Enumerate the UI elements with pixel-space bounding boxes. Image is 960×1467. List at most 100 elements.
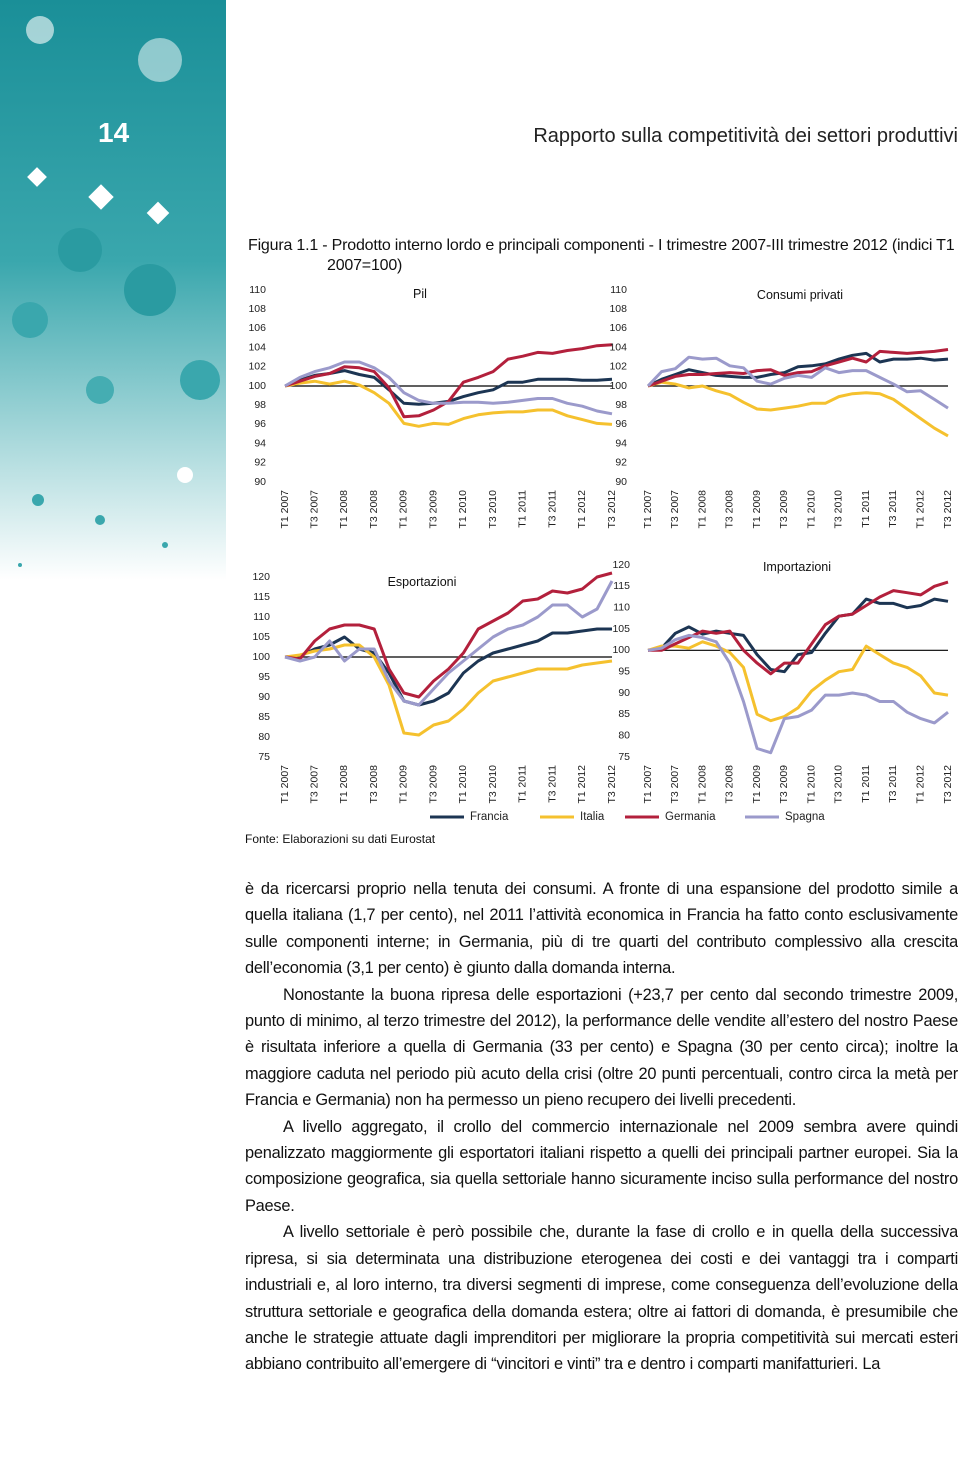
figure-caption: Figura 1.1 - Prodotto interno lordo e pr…: [248, 237, 955, 274]
x-tick-label: T1 2010: [457, 765, 469, 804]
x-tick-label: T1 2011: [517, 765, 529, 803]
x-tick-label: T1 2011: [517, 490, 529, 528]
x-tick-label: T3 2009: [427, 490, 439, 529]
x-tick-label: T1 2007: [642, 765, 654, 804]
y-tick-label: 102: [248, 361, 266, 373]
y-tick-label: 105: [252, 631, 270, 643]
page-number: 14: [98, 117, 130, 148]
x-tick-label: T1 2010: [457, 490, 469, 529]
y-tick-label: 108: [609, 303, 627, 315]
x-tick-label: T3 2007: [309, 490, 321, 529]
y-tick-label: 106: [248, 322, 266, 334]
series-line: [647, 633, 949, 755]
x-tick-label: T1 2010: [805, 765, 817, 804]
y-tick-label: 120: [252, 571, 270, 583]
y-tick-label: 80: [258, 731, 270, 743]
chart-title: Importazioni: [763, 560, 831, 574]
y-tick-label: 108: [248, 303, 266, 315]
y-tick-label: 75: [258, 751, 270, 763]
x-tick-label: T3 2009: [427, 765, 439, 804]
x-tick-label: T3 2011: [887, 490, 899, 528]
x-tick-label: T1 2012: [915, 765, 927, 804]
y-tick-label: 94: [254, 437, 266, 449]
running-title: Rapporto sulla competitività dei settori…: [533, 125, 958, 147]
y-tick-label: 90: [615, 476, 627, 488]
x-tick-label: T1 2008: [696, 490, 708, 529]
series-line: [284, 379, 613, 428]
y-tick-label: 104: [609, 341, 627, 353]
y-tick-label: 95: [258, 671, 270, 683]
x-tick-label: T1 2008: [696, 765, 708, 804]
y-tick-label: 98: [615, 399, 627, 411]
chart: Consumi privati 90 92 94 96 98 100 102 104 106 108…: [609, 284, 953, 529]
figure-source: Fonte: Elaborazioni su dati Eurostat: [245, 832, 436, 846]
y-tick-label: 115: [253, 591, 270, 603]
y-tick-label: 110: [253, 611, 270, 623]
series-line: [284, 627, 612, 707]
x-tick-label: T3 2012: [942, 490, 954, 529]
y-tick-label: 110: [613, 601, 630, 613]
y-tick-label: 100: [609, 380, 627, 392]
y-tick-label: 96: [615, 418, 627, 430]
x-tick-label: T3 2007: [669, 765, 681, 804]
x-tick-label: T1 2007: [279, 490, 291, 529]
y-tick-label: 120: [612, 559, 630, 571]
x-tick-label: T3 2008: [724, 490, 736, 529]
x-tick-label: T3 2008: [368, 490, 380, 529]
series-line: [284, 580, 614, 707]
series-line: [647, 640, 949, 723]
x-tick-label: T3 2010: [487, 490, 499, 529]
y-tick-label: 80: [618, 729, 630, 741]
y-tick-label: 94: [615, 437, 627, 449]
chart: Importazioni 75 80 85 90 95 100 105 110 115 120 T1 …: [612, 559, 953, 804]
series-line: [284, 571, 613, 699]
x-tick-label: T3 2012: [606, 765, 618, 804]
series-line: [284, 643, 613, 737]
y-tick-label: 100: [612, 644, 630, 656]
x-tick-label: T1 2011: [860, 765, 872, 803]
y-tick-label: 95: [618, 665, 630, 677]
legend-label: Italia: [580, 811, 605, 823]
series-line: [284, 343, 613, 419]
x-tick-label: T1 2008: [338, 765, 350, 804]
x-tick-label: T1 2012: [576, 490, 588, 529]
y-tick-label: 98: [254, 399, 266, 411]
paragraph: A livello settoriale è però possibile ch…: [245, 1223, 958, 1374]
x-tick-label: T1 2009: [398, 765, 410, 804]
y-tick-label: 90: [254, 476, 266, 488]
paragraph: A livello aggregato, il crollo del comme…: [245, 1117, 958, 1215]
x-tick-label: T1 2012: [915, 490, 927, 529]
y-tick-label: 104: [248, 341, 266, 353]
x-tick-label: T1 2012: [576, 765, 588, 804]
y-tick-label: 115: [613, 580, 630, 592]
y-tick-label: 110: [249, 284, 266, 296]
paragraph: è da ricercarsi proprio nella tenuta dei…: [245, 880, 958, 978]
x-tick-label: T3 2009: [778, 765, 790, 804]
x-tick-label: T3 2007: [309, 765, 321, 804]
y-tick-label: 102: [609, 361, 627, 373]
x-tick-label: T3 2011: [546, 490, 558, 528]
x-tick-label: T3 2010: [487, 765, 499, 804]
y-tick-label: 90: [258, 691, 270, 703]
chart: Pil 90 92 94 96 98 100 102 104 106 108 110 T1 2007 T3…: [248, 284, 617, 529]
legend-label: Germania: [665, 811, 716, 823]
decoration: [0, 0, 226, 580]
y-tick-label: 75: [618, 751, 630, 763]
x-tick-label: T3 2008: [368, 765, 380, 804]
series-line: [647, 351, 949, 388]
x-tick-label: T3 2010: [833, 765, 845, 804]
chart: Esportazioni 75 80 85 90 95 100 105 110 115 120 T1 …: [252, 571, 617, 804]
x-tick-label: T3 2010: [833, 490, 845, 529]
chart-title: Esportazioni: [388, 575, 457, 589]
series-line: [647, 348, 949, 388]
legend-label: Spagna: [785, 811, 825, 823]
series-line: [646, 355, 949, 410]
x-tick-label: T3 2007: [669, 490, 681, 529]
x-tick-label: T1 2007: [279, 765, 291, 804]
y-tick-label: 100: [248, 380, 266, 392]
series-line: [284, 360, 613, 416]
x-tick-label: T3 2009: [778, 490, 790, 529]
x-tick-label: T1 2009: [398, 490, 410, 529]
